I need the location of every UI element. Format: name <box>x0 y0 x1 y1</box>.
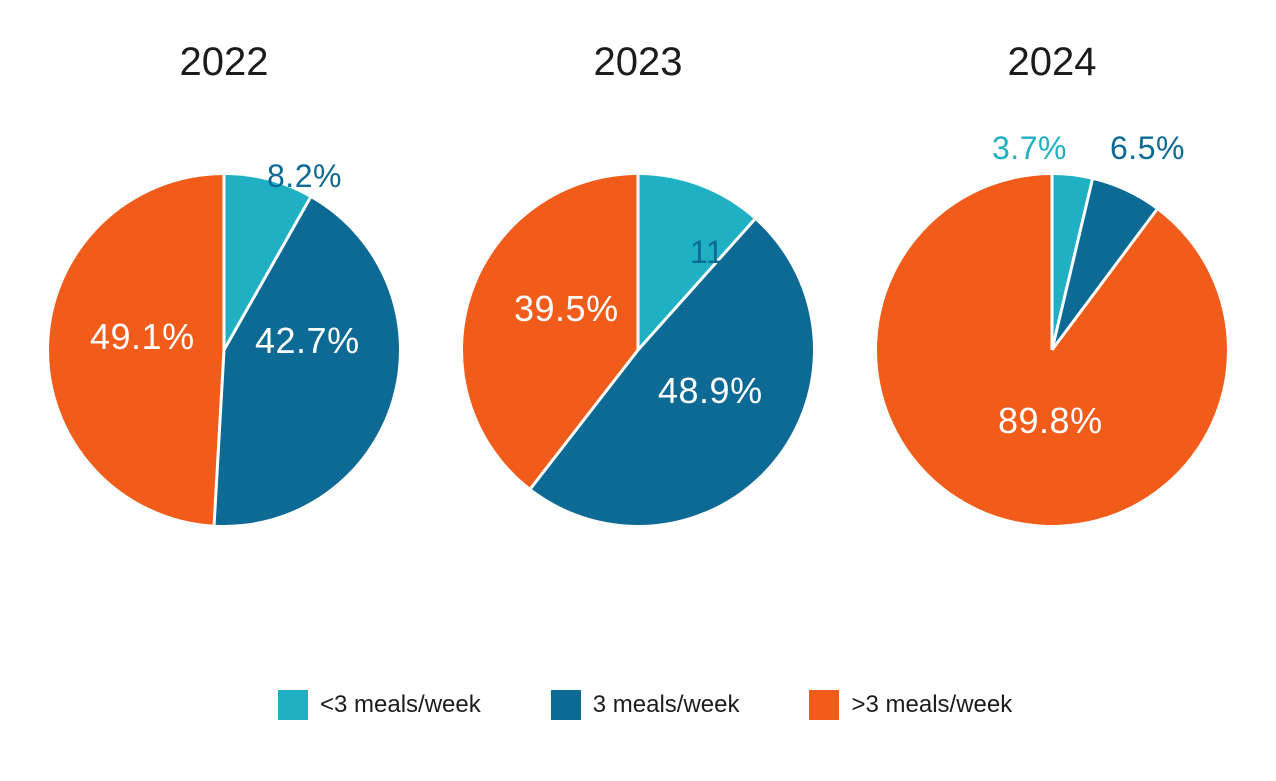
legend-item: <3 meals/week <box>278 690 481 720</box>
stage: 2022 2023 2024 8.2% 42.7% 49.1% 11.6% 48… <box>0 0 1276 781</box>
slice-label: 42.7% <box>255 320 360 362</box>
chart-title-2024: 2024 <box>1008 40 1097 85</box>
slice-label: 3.7% <box>992 130 1067 167</box>
legend-swatch <box>551 690 581 720</box>
slice-label: 6.5% <box>1110 130 1185 167</box>
legend-swatch <box>278 690 308 720</box>
slice-label: 89.8% <box>998 400 1103 442</box>
pie-2023 <box>463 175 813 525</box>
slice-label: 39.5% <box>514 288 619 330</box>
chart-title-2023: 2023 <box>594 40 683 85</box>
legend-label: <3 meals/week <box>320 691 481 719</box>
legend-swatch <box>809 690 839 720</box>
chart-title-2022: 2022 <box>180 40 269 85</box>
slice-label: 11.6% <box>690 234 781 271</box>
slice-label: 49.1% <box>90 316 195 358</box>
legend: <3 meals/week 3 meals/week >3 meals/week <box>278 690 1012 720</box>
pie-2024 <box>877 175 1227 525</box>
slice-label: 8.2% <box>267 158 342 195</box>
legend-label: 3 meals/week <box>593 691 740 719</box>
slice-label: 48.9% <box>658 370 763 412</box>
legend-label: >3 meals/week <box>851 691 1012 719</box>
legend-item: 3 meals/week <box>551 690 740 720</box>
legend-item: >3 meals/week <box>809 690 1012 720</box>
